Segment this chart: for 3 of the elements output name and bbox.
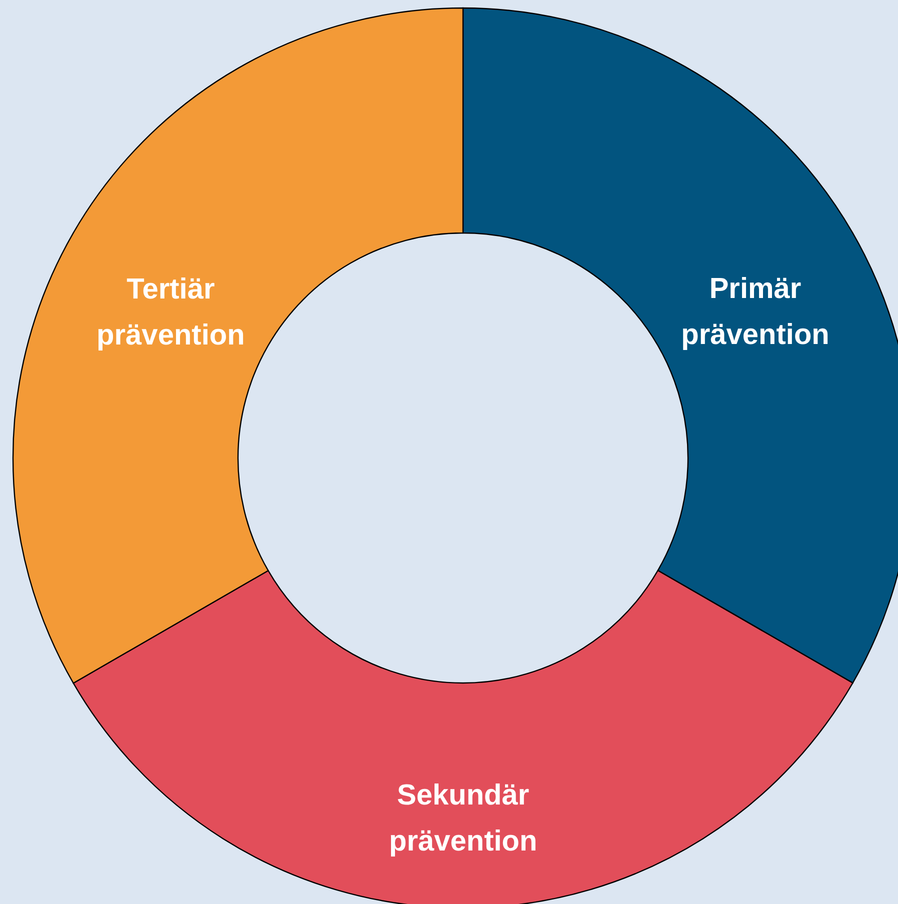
- slice-label: Sekundär prävention: [388, 780, 538, 858]
- slice-label: Primär prävention: [681, 273, 830, 352]
- slice-label: Tertiär prävention: [96, 273, 245, 352]
